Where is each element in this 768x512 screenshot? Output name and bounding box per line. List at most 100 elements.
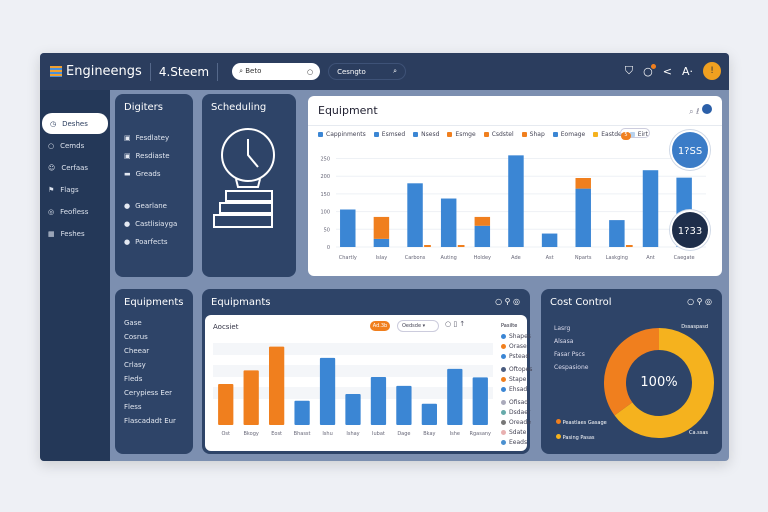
list-item[interactable]: Flascadadt Eur: [124, 417, 176, 425]
stat-circle[interactable]: 1?SS: [670, 130, 710, 170]
settings-icon[interactable]: ◎: [513, 297, 520, 306]
donut-label: Alsasa: [554, 338, 574, 345]
list-item[interactable]: Cosrus: [124, 333, 148, 341]
user-icon: ☺: [48, 163, 56, 172]
bar: [421, 403, 437, 425]
search-icon[interactable]: ⌕: [689, 107, 694, 116]
sidebar-item[interactable]: ▦ Feshes: [48, 229, 85, 238]
y-tick-label: 100: [320, 210, 330, 216]
x-tick-label: Laskging: [606, 255, 628, 261]
user-icon[interactable]: A·: [681, 64, 693, 78]
sidebar-item[interactable]: ○ Cemds: [48, 141, 85, 150]
share-icon[interactable]: <: [662, 64, 672, 78]
legend-item: Orase: [501, 343, 532, 350]
x-tick-label: Ishu: [322, 431, 332, 437]
list-item[interactable]: Cerypiess Eer: [124, 389, 173, 397]
bell-icon[interactable]: ○: [643, 63, 656, 78]
legend-item: Eeads: [501, 439, 532, 446]
sidebar-item[interactable]: ◎ Feofless: [48, 207, 89, 216]
x-tick-label: Bkogy: [244, 431, 259, 437]
x-tick-label: Ant: [646, 255, 655, 261]
scheduling-card: Scheduling: [202, 94, 296, 277]
shield-icon[interactable]: ⛉: [624, 64, 634, 77]
item-icon: ▣: [124, 134, 131, 142]
dropdown[interactable]: Oedsde ▾: [397, 320, 439, 332]
list-item[interactable]: Fless: [124, 403, 142, 411]
y-tick-label: 250: [320, 157, 330, 163]
bar-blue: [340, 209, 356, 247]
donut-label: Cespasione: [554, 364, 589, 371]
x-tick-label: Iubat: [372, 431, 385, 437]
legend-item: Shap: [521, 131, 545, 138]
bell-icon[interactable]: ○: [495, 297, 503, 306]
app-logo: Engineengs: [50, 64, 142, 79]
menu-icon[interactable]: [702, 104, 712, 114]
sidebar-item[interactable]: ☺ Cerfaas: [48, 163, 89, 172]
card-title: Digiters: [124, 102, 163, 113]
y-tick-label: 150: [320, 192, 330, 198]
bar-blue: [642, 170, 659, 247]
bar-blue: [575, 188, 591, 247]
y-tick-label: 200: [320, 174, 330, 180]
clock-icon: ◷: [50, 119, 57, 128]
filter-icon[interactable]: ⚲: [696, 297, 703, 306]
badge[interactable]: Ad.3b: [370, 321, 390, 331]
item-icon: ▣: [124, 152, 131, 160]
bar: [370, 377, 387, 425]
bar: [243, 370, 259, 425]
card-title: Cost Control: [550, 297, 612, 308]
search-icon: ⌕: [393, 67, 398, 75]
toolbar-icons[interactable]: ○ ▯ ↑: [445, 320, 466, 328]
category-search[interactable]: Cesngto ⌕: [328, 63, 407, 80]
legend-item: Cappinments: [318, 131, 366, 138]
bar-orange: [373, 216, 390, 239]
info-icon[interactable]: ℓ: [696, 107, 700, 116]
sidebar-item[interactable]: ◷ Deshes: [42, 113, 108, 134]
bar-blue: [609, 220, 625, 247]
grid-icon: ▦: [48, 229, 55, 238]
avatar[interactable]: !: [703, 62, 721, 80]
search-input[interactable]: ⌕ Beto ○: [232, 63, 321, 80]
list-item[interactable]: ● Poarfects: [124, 238, 168, 246]
toggle[interactable]: 5: [620, 128, 650, 140]
list-item[interactable]: ▣ Resdiaste: [124, 152, 170, 160]
legend-item: Eastde: [593, 131, 622, 138]
x-tick-label: Chartly: [339, 255, 357, 261]
sidebar-item[interactable]: ⚑ Flags: [48, 185, 79, 194]
bar: [396, 385, 412, 425]
app-subtitle: 4.Steem: [158, 64, 210, 79]
bar-orange: [474, 216, 491, 226]
legend-item: Ehsad: [501, 386, 532, 393]
x-tick-label: Ost: [221, 431, 230, 437]
list-item[interactable]: Fleds: [124, 375, 143, 383]
filter-icon[interactable]: ⚲: [504, 297, 511, 306]
list-item[interactable]: ● Gearlane: [124, 202, 167, 210]
clear-icon[interactable]: ○: [306, 67, 314, 76]
x-tick-label: Ishay: [346, 431, 359, 437]
x-tick-label: Caegate: [674, 255, 695, 261]
x-tick-label: Dage: [397, 431, 410, 437]
bar-orange: [625, 245, 633, 247]
list-item[interactable]: ▣ Fesdlatey: [124, 134, 170, 142]
annotation: Dssaspasd: [681, 324, 708, 330]
donut-slice: [614, 328, 714, 438]
legend-title: Pasilte: [501, 323, 518, 329]
bell-icon[interactable]: ○: [687, 297, 695, 306]
list-item[interactable]: Crlasy: [124, 361, 146, 369]
legend-item: Csdstel: [483, 131, 514, 138]
equipments-list-card: Equipments Gase Cosrus Cheear Crlasy Fleds Ce…: [115, 289, 193, 454]
list-item[interactable]: Gase: [124, 319, 142, 327]
x-tick-label: Ade: [511, 255, 521, 261]
bar-orange: [424, 245, 431, 247]
legend-item: Dsdaer: [501, 409, 532, 416]
list-item[interactable]: Cheear: [124, 347, 150, 355]
card-title: Equipmants: [211, 297, 271, 308]
list-item[interactable]: ▬ Greads: [124, 170, 161, 178]
x-tick-label: Holdey: [474, 255, 491, 261]
settings-icon[interactable]: ◎: [705, 297, 712, 306]
stat-circle[interactable]: 1?33: [670, 210, 710, 250]
list-item[interactable]: ● Castlisiayga: [124, 220, 178, 228]
divider: [149, 62, 151, 81]
logo-icon: [50, 66, 62, 77]
card-title: Scheduling: [211, 102, 267, 113]
